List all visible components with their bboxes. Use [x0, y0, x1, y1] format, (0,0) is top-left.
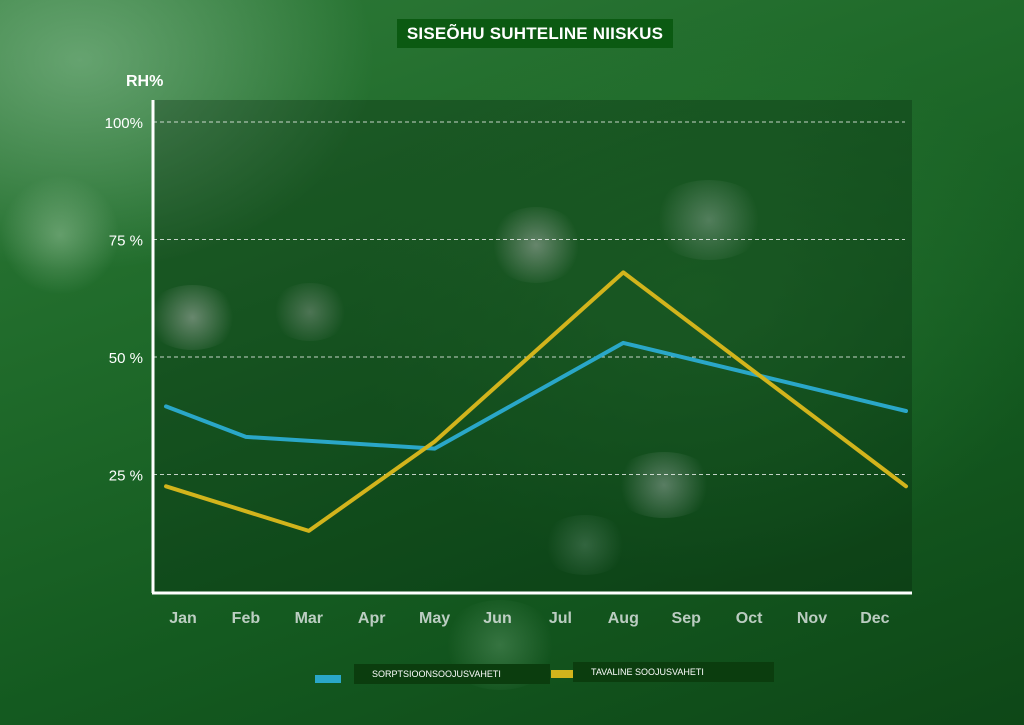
x-tick-label: Jul [549, 610, 572, 627]
series-line-2 [164, 270, 908, 533]
x-tick-label: Mar [295, 610, 323, 627]
x-tick-label: Oct [736, 610, 763, 627]
legend-swatch-sorptsioon [315, 675, 341, 683]
x-tick-label: Sep [672, 610, 702, 627]
y-tick-label: 25 % [109, 468, 143, 485]
legend-item-sorptsioon: SORPTSIOONSOOJUSVAHETI [354, 664, 550, 684]
x-tick-label: Apr [358, 610, 386, 627]
x-tick-label: Jun [483, 610, 511, 627]
y-tick-label: 100% [105, 115, 143, 132]
legend-item-tavaline: TAVALINE SOOJUSVAHETI [573, 662, 774, 682]
x-tick-label: Aug [608, 610, 639, 627]
y-tick-label: 75 % [109, 233, 143, 250]
chart-title: SISEÕHU SUHTELINE NIISKUS [397, 19, 673, 48]
series-line-1 [164, 340, 908, 451]
plot-area [153, 100, 912, 593]
x-tick-label: Feb [232, 610, 261, 627]
legend-label-tavaline: TAVALINE SOOJUSVAHETI [591, 667, 704, 677]
x-tick-label: May [419, 610, 450, 627]
x-tick-label: Dec [860, 610, 889, 627]
y-tick-label: 50 % [109, 350, 143, 367]
y-axis-label: RH% [126, 73, 163, 90]
x-tick-label: Jan [169, 610, 197, 627]
legend-label-sorptsioon: SORPTSIOONSOOJUSVAHETI [372, 669, 501, 679]
legend-swatch-tavaline [551, 670, 577, 678]
x-tick-label: Nov [797, 610, 827, 627]
